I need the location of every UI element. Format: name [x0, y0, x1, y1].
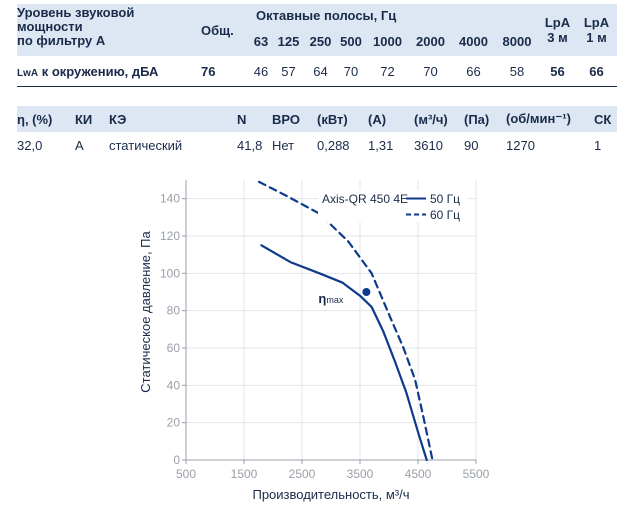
lpa-3m-value: 56	[539, 56, 576, 87]
lpa-1m-value: 66	[576, 56, 617, 87]
band-header: 8000	[502, 33, 532, 49]
eta-max-label: ηmax	[318, 291, 343, 306]
sound-table-label: Уровень звуковой мощности по фильтру А	[17, 5, 135, 48]
spec-value: 3610	[414, 137, 443, 153]
spec-value: 1,31	[368, 137, 394, 153]
y-tick-label: 100	[160, 266, 180, 280]
band-value: 70	[409, 56, 452, 87]
spec-value: 0,288	[317, 137, 350, 153]
spec-header: КИ	[75, 111, 93, 127]
band-value: 64	[305, 56, 336, 87]
total-header: Общ.	[201, 22, 234, 38]
band-value: 46	[250, 56, 272, 87]
legend-50hz-label: 50 Гц	[430, 192, 460, 206]
band-value: 57	[272, 56, 305, 87]
band-value: 66	[452, 56, 495, 87]
lwa-total: 76	[195, 56, 250, 87]
lwa-row-label: LwA к окружению, дБА	[17, 56, 195, 87]
y-axis-title: Статическое давление, Па	[138, 231, 153, 393]
spec-header: N	[237, 111, 247, 127]
band-value: 70	[336, 56, 366, 87]
spec-value: A	[75, 137, 84, 153]
band-value: 58	[495, 56, 539, 87]
band-header: 1000	[373, 33, 402, 49]
spec-header: (м³/ч)	[414, 111, 448, 127]
spec-value: 32,0	[17, 137, 43, 153]
x-tick-label: 1500	[231, 467, 258, 481]
y-tick-label: 120	[160, 229, 180, 243]
y-tick-label: 40	[167, 378, 181, 392]
spec-header: (А)	[368, 111, 387, 127]
spec-value: 1270	[506, 137, 535, 153]
band-header: 2000	[416, 33, 445, 49]
x-tick-label: 4500	[405, 467, 432, 481]
y-tick-label: 80	[167, 304, 181, 318]
x-tick-label: 5500	[463, 467, 490, 481]
spec-header: ВРО	[272, 111, 300, 127]
x-axis-title: Производительность, м³/ч	[252, 487, 409, 502]
band-header: 63	[253, 33, 269, 49]
x-tick-label: 2500	[289, 467, 316, 481]
band-header: 4000	[459, 33, 488, 49]
spec-value: Нет	[272, 137, 295, 153]
spec-header: СК	[594, 111, 612, 127]
legend-60hz-label: 60 Гц	[430, 208, 460, 222]
x-tick-label: 500	[176, 467, 196, 481]
spec-value: 1	[594, 137, 602, 153]
sound-power-table: Уровень звуковой мощности по фильтру А О…	[17, 4, 617, 87]
legend-background	[318, 190, 468, 222]
eta-max-point	[362, 288, 371, 296]
spec-value: статический	[109, 137, 183, 153]
series-50hz-line	[260, 244, 428, 462]
legend: Axis-QR 450 4E 50 Гц 60 Гц	[318, 190, 468, 222]
band-header: 125	[277, 33, 300, 49]
y-tick-label: 0	[173, 453, 180, 467]
legend-title: Axis-QR 450 4E	[322, 192, 408, 206]
spec-value: 90	[464, 137, 479, 153]
band-value: 72	[366, 56, 409, 87]
spec-header: η, (%)	[17, 111, 53, 127]
x-tick-label: 3500	[347, 467, 374, 481]
spec-header: (кВт)	[317, 111, 348, 127]
y-tick-label: 60	[167, 341, 181, 355]
spec-header: (об/мин⁻¹)	[506, 111, 571, 126]
spec-value: 41,8	[237, 137, 263, 153]
band-header: 500	[340, 33, 362, 49]
spec-header: (Па)	[464, 111, 490, 127]
lpa-1m-header: LpA 1 м	[583, 15, 610, 45]
lpa-3m-header: LpA 3 м	[544, 15, 571, 45]
specs-table: η, (%) КИ КЭ N ВРО (кВт) (А) (м³/ч) (Па)…	[17, 106, 617, 158]
octave-header: Октавные полосы, Гц	[256, 7, 397, 23]
y-tick-label: 20	[167, 416, 181, 430]
spec-header: КЭ	[109, 111, 127, 127]
y-tick-label: 140	[160, 192, 180, 206]
series-60hz-line	[258, 180, 434, 462]
band-header: 250	[309, 33, 332, 49]
